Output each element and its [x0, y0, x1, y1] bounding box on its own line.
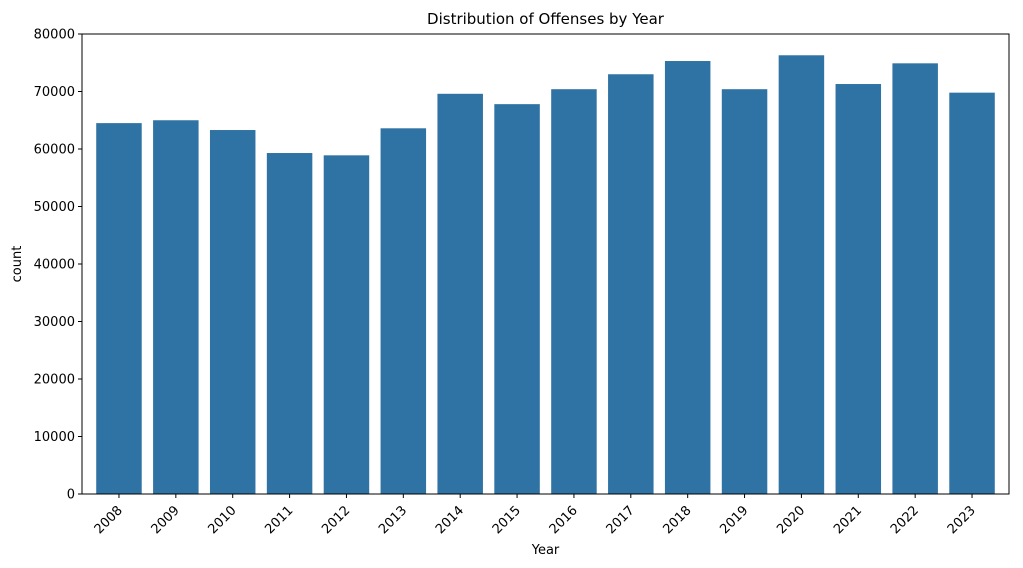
x-tick-label: 2015 [490, 503, 524, 537]
x-tick-label: 2014 [433, 503, 467, 537]
x-tick-label: 2018 [660, 503, 694, 537]
x-tick-label: 2020 [774, 503, 808, 537]
y-axis-label: count [10, 246, 25, 283]
bar-2023 [949, 92, 995, 495]
x-axis-label: Year [531, 543, 560, 558]
x-tick-label: 2009 [149, 503, 183, 537]
bar-2009 [153, 120, 199, 494]
x-tick-label: 2017 [604, 503, 638, 537]
bar-2014 [437, 93, 483, 495]
x-tick-label: 2008 [92, 503, 126, 537]
y-tick-label: 60000 [34, 143, 75, 158]
x-tick-label: 2019 [717, 503, 751, 537]
x-tick-label: 2013 [376, 503, 410, 537]
y-tick-label: 70000 [34, 85, 75, 100]
y-tick-label: 50000 [34, 200, 75, 215]
y-tick-label: 10000 [34, 430, 75, 445]
bar-2015 [494, 104, 540, 495]
bar-2017 [608, 74, 654, 494]
bar-2012 [323, 155, 370, 494]
x-tick-label: 2012 [319, 503, 353, 537]
y-tick-label: 30000 [34, 315, 75, 330]
bar-2016 [551, 89, 597, 494]
x-tick-label: 2022 [888, 503, 922, 537]
x-tick-label: 2016 [547, 503, 581, 537]
bar-2010 [209, 130, 256, 494]
x-tick-label: 2021 [831, 503, 865, 537]
bar-2019 [721, 89, 768, 494]
y-axis: 0 10000 20000 30000 40000 50000 60000 70000 8000… [34, 28, 82, 503]
bars-group [96, 55, 995, 495]
x-axis: 2008 2009 2010 2011 2012 2013 2014 2015 2016 2017… [92, 494, 979, 537]
chart-title: Distribution of Offenses by Year [427, 10, 665, 28]
y-tick-label: 0 [67, 488, 75, 503]
bar-2008 [96, 123, 142, 494]
bar-2011 [266, 153, 313, 494]
bar-2013 [380, 128, 427, 495]
bar-2020 [778, 55, 825, 495]
y-tick-label: 40000 [34, 258, 75, 273]
y-tick-label: 20000 [34, 373, 75, 388]
x-tick-label: 2010 [206, 503, 240, 537]
x-tick-label: 2011 [262, 503, 296, 537]
bar-2018 [664, 61, 711, 495]
plot-frame [81, 33, 1010, 495]
bar-2021 [835, 84, 882, 495]
bar-2022 [892, 63, 938, 494]
y-tick-label: 80000 [34, 28, 75, 43]
x-tick-label: 2023 [945, 503, 979, 537]
